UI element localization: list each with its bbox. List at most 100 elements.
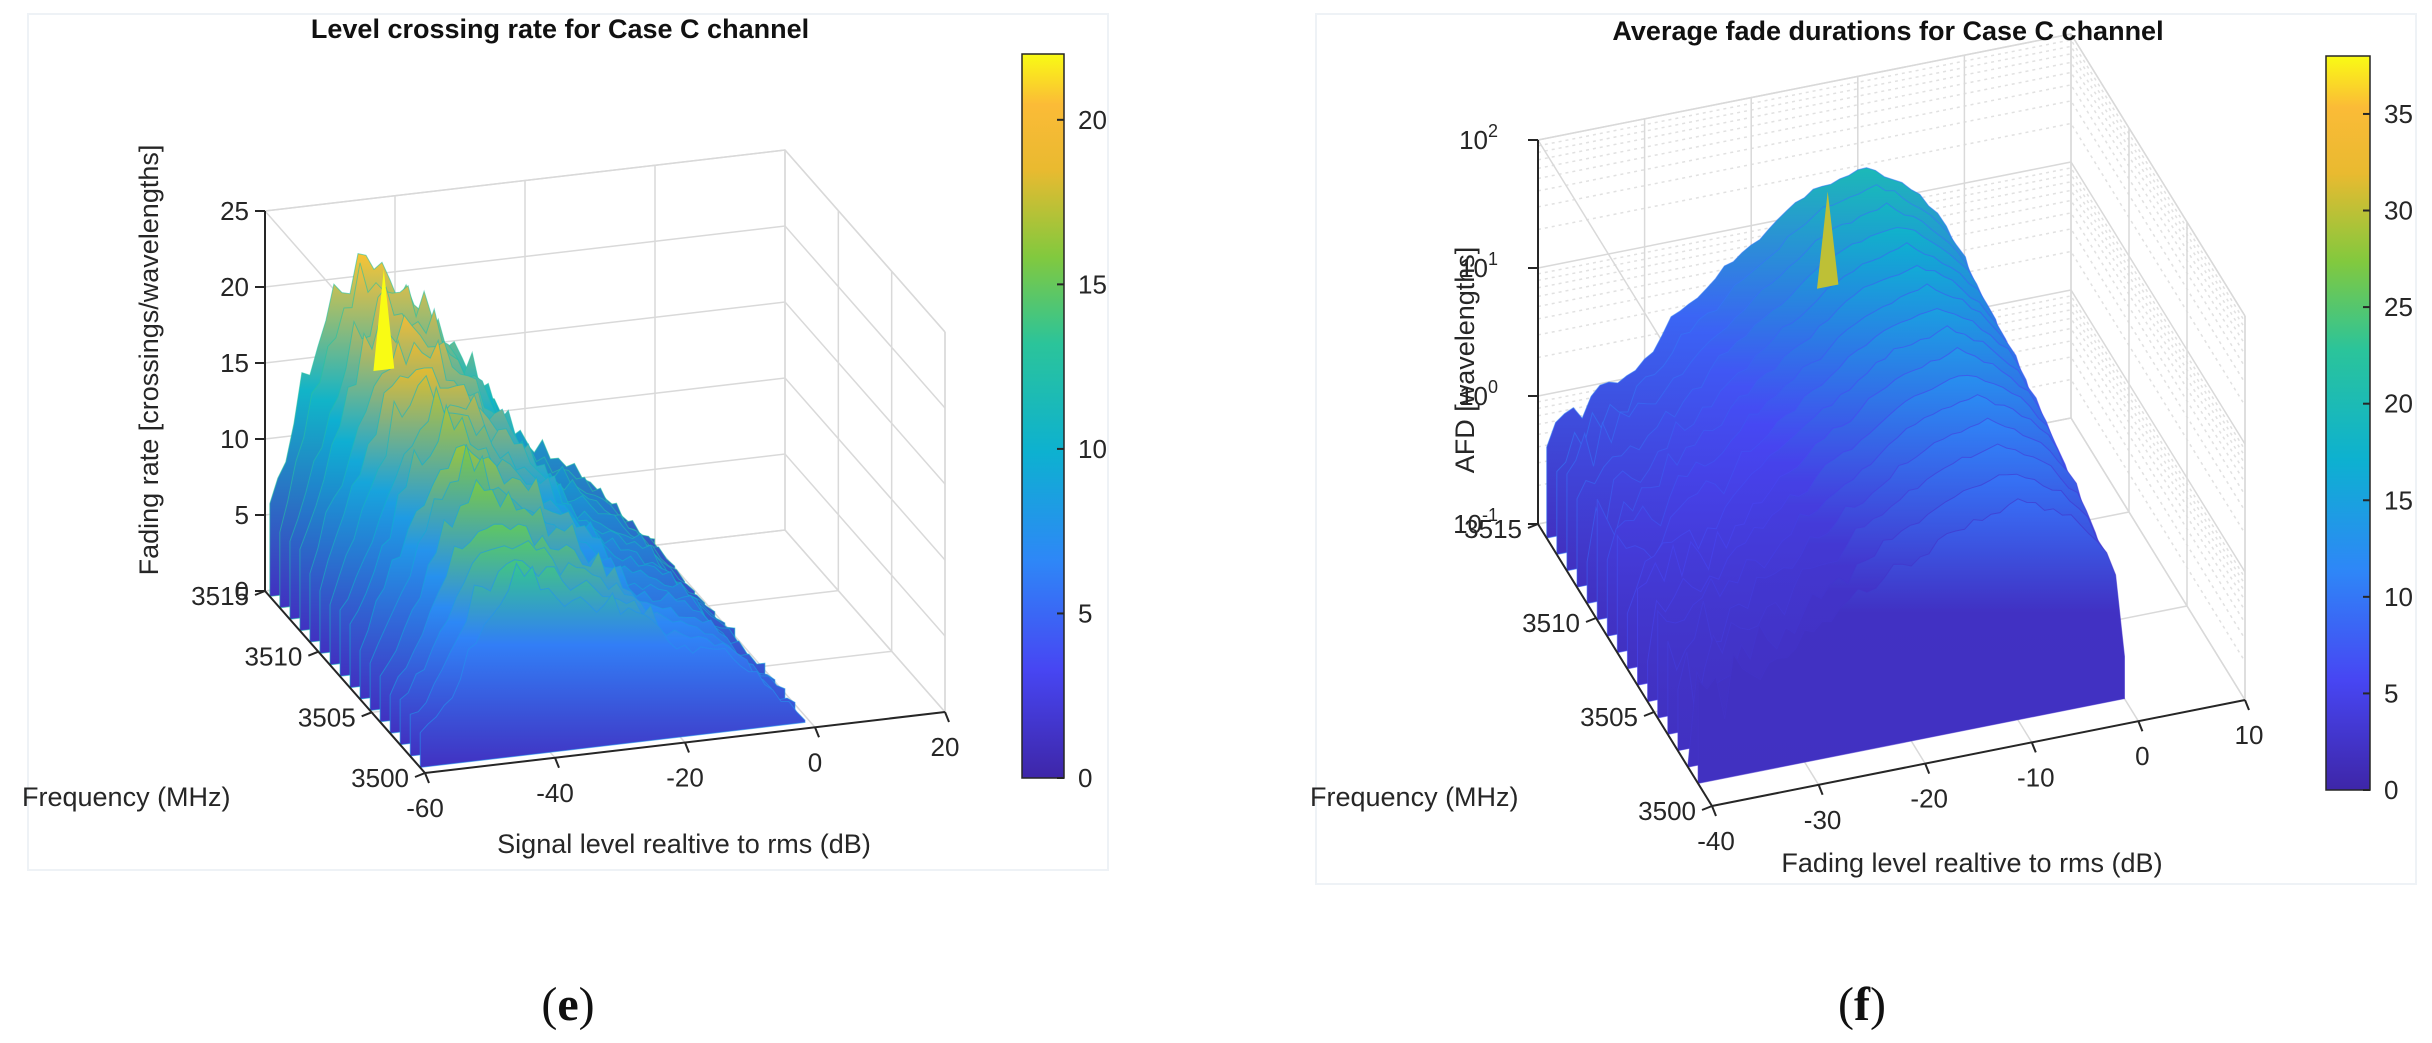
panel-f-xlabel: Fading level realtive to rms (dB)	[1781, 848, 2162, 878]
z-tick-base: 10	[1459, 125, 1488, 155]
panel-e-axes	[254, 210, 950, 784]
y-tick-label: 3515	[191, 581, 249, 611]
box-edge	[264, 149, 786, 212]
z-tick-label: 10-1	[1453, 505, 1498, 539]
axis-line	[1711, 699, 2246, 807]
colorbar-tick-label: 10	[2384, 582, 2413, 612]
z-tick-exponent: 0	[1488, 377, 1498, 397]
y-tick-mark	[361, 711, 373, 718]
z-tick-base: 10	[1459, 253, 1488, 283]
y-tick-label: 3515	[1464, 514, 1522, 544]
panel-f-x-ticks: -40 -30 -20 -10 0 10	[1697, 720, 2263, 856]
colorbar-tick-label: 5	[1078, 598, 1092, 628]
panel-e-colorbar	[1021, 53, 1065, 779]
z-tick-label: 15	[220, 348, 249, 378]
z-tick-exponent: 1	[1488, 249, 1498, 269]
panel-f-caption-letter: f	[1854, 978, 1871, 1031]
panel-e: Level crossing rate for Case C channel S…	[22, 13, 1109, 1031]
x-tick-mark	[814, 726, 820, 738]
z-tick-label: 100	[1459, 377, 1498, 411]
z-tick-base: 10	[1459, 381, 1488, 411]
panel-f-caption: (f)	[1838, 978, 1886, 1031]
surface-peak	[1817, 191, 1839, 289]
z-tick-exponent: -1	[1482, 505, 1498, 525]
x-tick-mark	[684, 742, 690, 753]
x-tick-mark	[2244, 699, 2250, 711]
z-tick-label: 20	[220, 272, 249, 302]
colorbar-tick-label: 15	[2384, 485, 2413, 515]
panel-e-z-ticks: 0 5 10 15 20 25	[220, 196, 249, 606]
colorbar-tick-label: 20	[2384, 389, 2413, 419]
x-tick-label: -60	[406, 793, 444, 823]
grid-line	[784, 529, 946, 713]
surface-peak	[373, 269, 395, 371]
panel-f-y-ticks: 3500 3505 3510 3515	[1464, 514, 1696, 826]
colorbar-tick-label: 5	[2384, 678, 2398, 708]
colorbar-tick-label: 35	[2384, 99, 2413, 129]
x-tick-mark	[2030, 742, 2037, 753]
box-edge	[784, 149, 946, 333]
colorbar-tick-label: 0	[1078, 763, 1092, 793]
z-tick-base: 10	[1453, 509, 1482, 539]
z-tick-label: 5	[235, 500, 249, 530]
x-tick-label: -40	[536, 778, 574, 808]
panel-e-caption: (e)	[541, 978, 594, 1031]
y-tick-label: 3510	[244, 642, 302, 672]
x-tick-mark	[1924, 763, 1931, 774]
x-tick-label: -40	[1697, 826, 1735, 856]
x-tick-mark	[944, 711, 950, 723]
surface-slice	[1697, 498, 2125, 785]
x-tick-label: -30	[1804, 805, 1842, 835]
x-tick-label: -20	[666, 763, 704, 793]
z-tick-label: 10	[220, 424, 249, 454]
panel-f-colorbar-ticks: 0 5 10 15 20 25 30 35	[2363, 99, 2413, 805]
z-tick-exponent: 2	[1488, 121, 1498, 141]
y-tick-label: 3500	[351, 763, 409, 793]
panel-e-zlabel: Fading rate [crossings/wavelengths]	[134, 145, 164, 576]
z-tick-label: 101	[1459, 249, 1498, 283]
panel-f-axes	[1527, 139, 2250, 817]
surface-slice	[419, 562, 806, 769]
x-tick-label: -20	[1910, 784, 1948, 814]
z-tick-label: 102	[1459, 121, 1498, 155]
x-tick-mark	[554, 757, 560, 769]
axis-line	[264, 590, 426, 774]
x-tick-mark	[1817, 784, 1824, 796]
panel-e-xlabel: Signal level realtive to rms (dB)	[497, 829, 871, 859]
x-tick-mark	[424, 772, 430, 784]
y-tick-label: 3510	[1522, 608, 1580, 638]
colorbar-tick-label: 30	[2384, 196, 2413, 226]
panel-f: Average fade durations for Case C channe…	[1310, 13, 2417, 1031]
x-tick-label: 10	[2235, 720, 2264, 750]
y-tick-mark	[1643, 711, 1655, 717]
z-tick-label: 0	[235, 576, 249, 606]
y-tick-mark	[307, 650, 319, 657]
box-edge	[2070, 33, 2246, 317]
y-tick-label: 3505	[298, 702, 356, 732]
grid-line	[2070, 417, 2246, 701]
panel-f-colorbar	[2325, 55, 2371, 791]
x-tick-mark	[1711, 805, 1717, 817]
panel-e-colorbar-ticks: 0 5 10 15 20	[1057, 105, 1107, 793]
x-tick-label: -10	[2017, 762, 2055, 792]
axis-line	[1537, 523, 1713, 807]
panel-e-title: Level crossing rate for Case C channel	[311, 14, 809, 44]
colorbar-tick-label: 10	[1078, 434, 1107, 464]
panel-e-surface	[269, 253, 806, 769]
x-tick-mark	[2137, 720, 2144, 732]
panel-e-caption-letter: e	[557, 978, 578, 1031]
y-tick-label: 3500	[1638, 796, 1696, 826]
x-tick-label: 0	[2135, 741, 2149, 771]
panel-f-zlabel: AFD [wavelengths]	[1450, 247, 1480, 474]
panel-e-y-ticks: 3500 3505 3510 3515	[191, 581, 409, 793]
panel-e-ylabel: Frequency (MHz)	[22, 782, 231, 812]
x-tick-label: 20	[931, 732, 960, 762]
y-tick-mark	[1585, 617, 1597, 623]
colorbar-tick-label: 25	[2384, 292, 2413, 322]
colorbar-tick-label: 15	[1078, 269, 1107, 299]
panel-f-surface	[1546, 167, 2125, 785]
x-tick-label: 0	[808, 747, 822, 777]
panel-f-title: Average fade durations for Case C channe…	[1612, 16, 2163, 46]
